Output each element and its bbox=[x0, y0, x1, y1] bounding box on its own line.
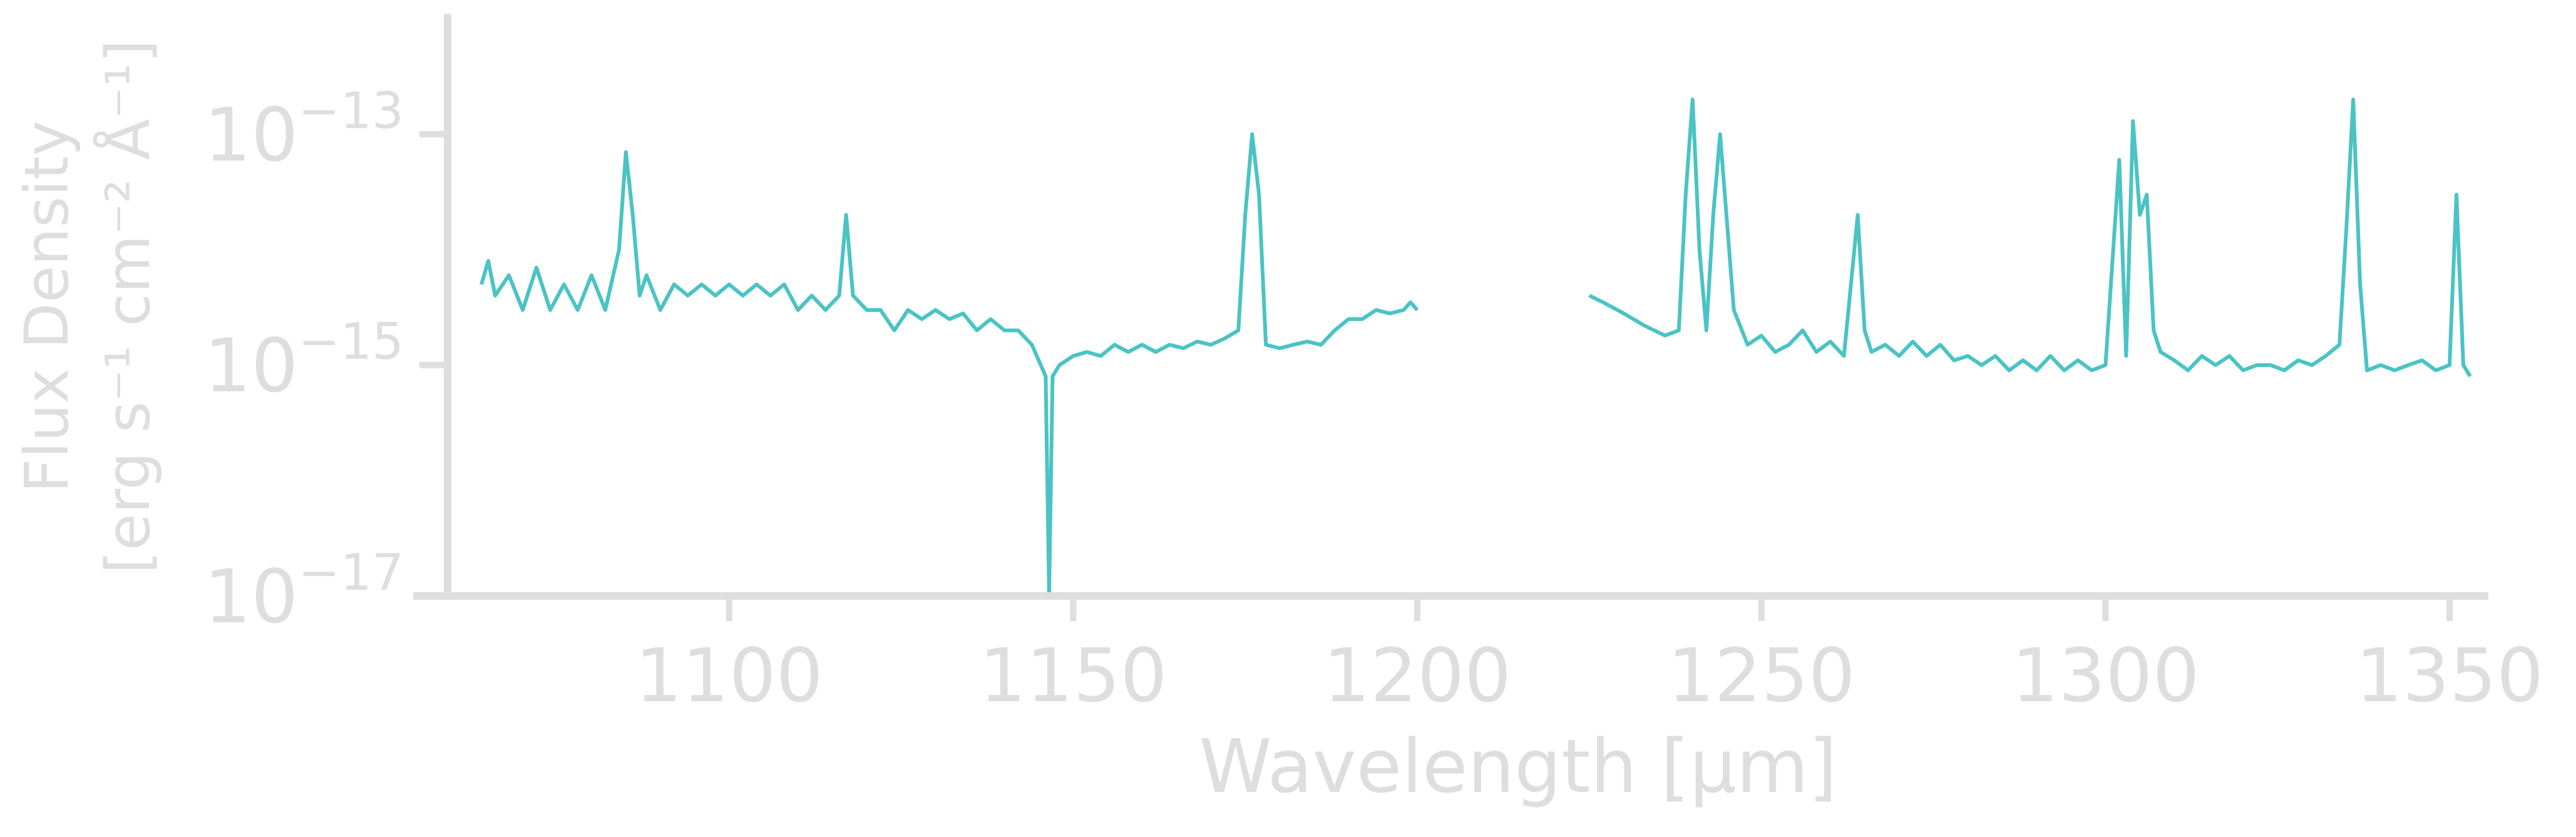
y-ticks: 10−17 10−15 10−13 bbox=[204, 81, 448, 640]
spectrum-line-segment-2 bbox=[1588, 97, 2472, 377]
x-axis-title: Wavelength [μm] bbox=[1199, 723, 1837, 809]
x-tick-label: 1100 bbox=[635, 632, 823, 719]
x-tick-label: 1250 bbox=[1668, 632, 1855, 719]
y-tick-label: 10−15 bbox=[204, 312, 404, 409]
y-axis-title-line2: [erg s⁻¹ cm⁻² Å⁻¹] bbox=[93, 39, 163, 574]
y-axis-title-line1: Flux Density bbox=[12, 120, 82, 493]
x-tick-label: 1300 bbox=[2011, 632, 2199, 719]
y-tick-label: 10−17 bbox=[204, 543, 404, 640]
y-tick-label: 10−13 bbox=[204, 81, 404, 178]
x-tick-label: 1150 bbox=[979, 632, 1167, 719]
plot-lines bbox=[480, 97, 2472, 598]
x-tick-label: 1200 bbox=[1323, 632, 1511, 719]
x-ticks: 1100 1150 1200 1250 1300 1350 bbox=[635, 596, 2543, 719]
axes bbox=[413, 14, 2488, 600]
spectrum-line-segment-1 bbox=[480, 132, 1419, 598]
x-tick-label: 1350 bbox=[2356, 632, 2543, 719]
